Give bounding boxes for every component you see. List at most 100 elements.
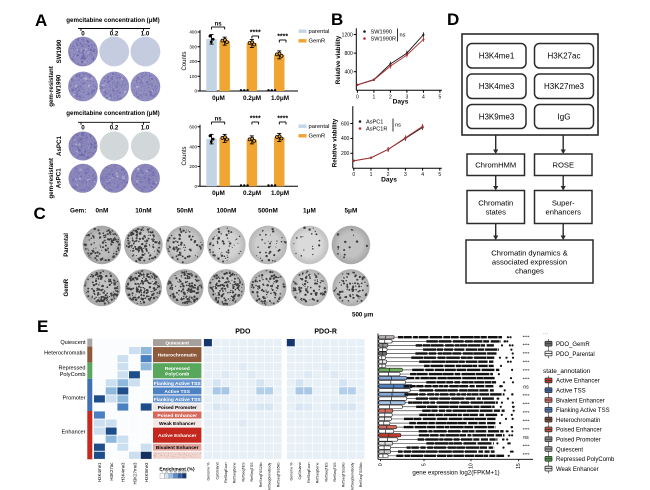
- svg-text:Flanking Active TSS: Flanking Active TSS: [154, 397, 202, 403]
- svg-text:1: 1: [373, 94, 376, 100]
- svg-text:Weak Enhancer: Weak Enhancer: [556, 467, 599, 473]
- svg-text:****: ****: [523, 368, 530, 373]
- svg-text:1.0μM: 1.0μM: [271, 95, 289, 102]
- svg-text:****: ****: [250, 116, 261, 123]
- svg-text:Poised Enhancer: Poised Enhancer: [556, 428, 602, 434]
- svg-text:300: 300: [189, 44, 197, 49]
- svg-text:100nM: 100nM: [216, 208, 236, 215]
- svg-text:4: 4: [421, 172, 424, 178]
- svg-text:15: 15: [516, 463, 522, 469]
- svg-text:600: 600: [341, 121, 350, 127]
- svg-text:Counts: Counts: [182, 51, 188, 70]
- svg-text:RefSeqTSS: RefSeqTSS: [250, 462, 254, 482]
- svg-text:800: 800: [344, 51, 353, 57]
- svg-text:Chromatin: Chromatin: [478, 199, 513, 208]
- svg-text:0: 0: [81, 31, 85, 38]
- svg-text:400: 400: [344, 70, 353, 76]
- svg-text:Heterochromatin: Heterochromatin: [556, 418, 600, 424]
- svg-text:****: ****: [523, 427, 530, 432]
- svg-text:changes: changes: [515, 267, 544, 276]
- svg-text:H3K27me3: H3K27me3: [132, 462, 137, 485]
- svg-text:****: ****: [523, 452, 530, 457]
- svg-text:Chromatin dynamics &: Chromatin dynamics &: [491, 249, 567, 258]
- svg-text:ns: ns: [523, 435, 529, 441]
- svg-text:Weak Enhancer: Weak Enhancer: [159, 421, 195, 427]
- svg-text:Counts: Counts: [182, 146, 188, 165]
- svg-text:Flanking Active TSS: Flanking Active TSS: [154, 381, 202, 387]
- svg-text:0: 0: [194, 184, 197, 189]
- svg-text:PDO-R: PDO-R: [314, 329, 337, 336]
- svg-text:GemR: GemR: [309, 39, 326, 45]
- svg-text:4: 4: [422, 94, 425, 100]
- svg-text:60: 60: [174, 469, 178, 473]
- svg-text:state_annotation: state_annotation: [543, 368, 591, 375]
- svg-text:0.2μM: 0.2μM: [243, 95, 261, 102]
- svg-text:RefSeqGeneBody: RefSeqGeneBody: [350, 462, 354, 490]
- svg-text:****: ****: [523, 410, 530, 415]
- svg-text:100: 100: [189, 74, 197, 79]
- svg-text:GemR: GemR: [64, 278, 70, 296]
- svg-text:20: 20: [165, 469, 169, 473]
- svg-text:CpGIsland: CpGIsland: [215, 463, 219, 480]
- svg-text:parental: parental: [309, 29, 330, 35]
- svg-text:Promoter: Promoter: [62, 396, 85, 402]
- svg-text:RefSeqExon: RefSeqExon: [224, 463, 228, 483]
- svg-text:5: 5: [422, 463, 428, 466]
- svg-text:Relative viability: Relative viability: [335, 35, 342, 84]
- svg-text:10nM: 10nM: [135, 208, 151, 215]
- svg-text:0: 0: [194, 89, 197, 94]
- svg-text:600: 600: [189, 125, 197, 130]
- svg-text:Poised Promoter: Poised Promoter: [158, 405, 197, 411]
- svg-text:Repressed: Repressed: [58, 366, 85, 372]
- svg-text:gem-resistant: gem-resistant: [48, 158, 55, 199]
- svg-text:2: 2: [389, 94, 392, 100]
- svg-text:3: 3: [404, 172, 407, 178]
- svg-text:****: ****: [523, 334, 530, 339]
- svg-text:Enhancer: Enhancer: [62, 429, 86, 435]
- svg-text:RefSeqTSS2kb: RefSeqTSS2kb: [259, 463, 263, 488]
- svg-text:0μM: 0μM: [212, 190, 225, 197]
- svg-text:Active TSS: Active TSS: [164, 389, 190, 395]
- svg-text:40: 40: [169, 469, 173, 473]
- svg-text:1μM: 1μM: [303, 208, 316, 215]
- svg-text:Super-: Super-: [552, 199, 575, 208]
- svg-text:****: ****: [523, 343, 530, 348]
- svg-text:···: ···: [543, 331, 548, 337]
- svg-text:E: E: [37, 317, 48, 336]
- svg-text:Parental: Parental: [64, 233, 70, 257]
- svg-text:ns: ns: [400, 33, 406, 39]
- svg-text:C: C: [34, 204, 46, 223]
- svg-text:H3K4me3: H3K4me3: [479, 82, 515, 91]
- svg-text:PolyComb: PolyComb: [60, 372, 86, 378]
- svg-text:Days: Days: [393, 99, 409, 106]
- svg-text:H3K4me3: H3K4me3: [121, 462, 126, 482]
- svg-text:H3K4me1: H3K4me1: [479, 52, 515, 61]
- svg-text:Bivalent Enhancer: Bivalent Enhancer: [556, 398, 605, 404]
- svg-text:****: ****: [523, 418, 530, 423]
- svg-text:Gem:: Gem:: [70, 208, 86, 215]
- svg-text:Genome %: Genome %: [289, 462, 293, 481]
- svg-text:SW1990: SW1990: [371, 30, 392, 36]
- svg-text:enhancers: enhancers: [546, 208, 582, 217]
- svg-text:IgG: IgG: [558, 112, 571, 121]
- svg-text:2: 2: [387, 172, 390, 178]
- svg-text:gem-resistant: gem-resistant: [48, 66, 55, 107]
- svg-text:Quiescent: Quiescent: [165, 341, 189, 347]
- svg-text:GemR: GemR: [309, 134, 326, 140]
- svg-text:1.0: 1.0: [141, 125, 150, 132]
- svg-text:****: ****: [523, 393, 530, 398]
- svg-text:200: 200: [189, 164, 197, 169]
- svg-text:RefSeqTES: RefSeqTES: [241, 462, 245, 482]
- svg-text:H3K9me3: H3K9me3: [479, 112, 515, 121]
- svg-text:Repressed PolyComb: Repressed PolyComb: [556, 457, 615, 463]
- svg-text:400: 400: [189, 30, 197, 35]
- svg-text:Quiescent: Quiescent: [556, 447, 583, 453]
- svg-text:H3K9me3: H3K9me3: [144, 462, 149, 482]
- svg-text:0: 0: [161, 469, 163, 473]
- svg-text:Active Enhancer: Active Enhancer: [158, 433, 196, 439]
- svg-text:AsPC1: AsPC1: [56, 168, 63, 189]
- svg-text:****: ****: [277, 116, 288, 123]
- svg-text:0: 0: [352, 172, 355, 178]
- svg-text:****: ****: [523, 402, 530, 407]
- svg-text:Quiescent: Quiescent: [60, 340, 86, 346]
